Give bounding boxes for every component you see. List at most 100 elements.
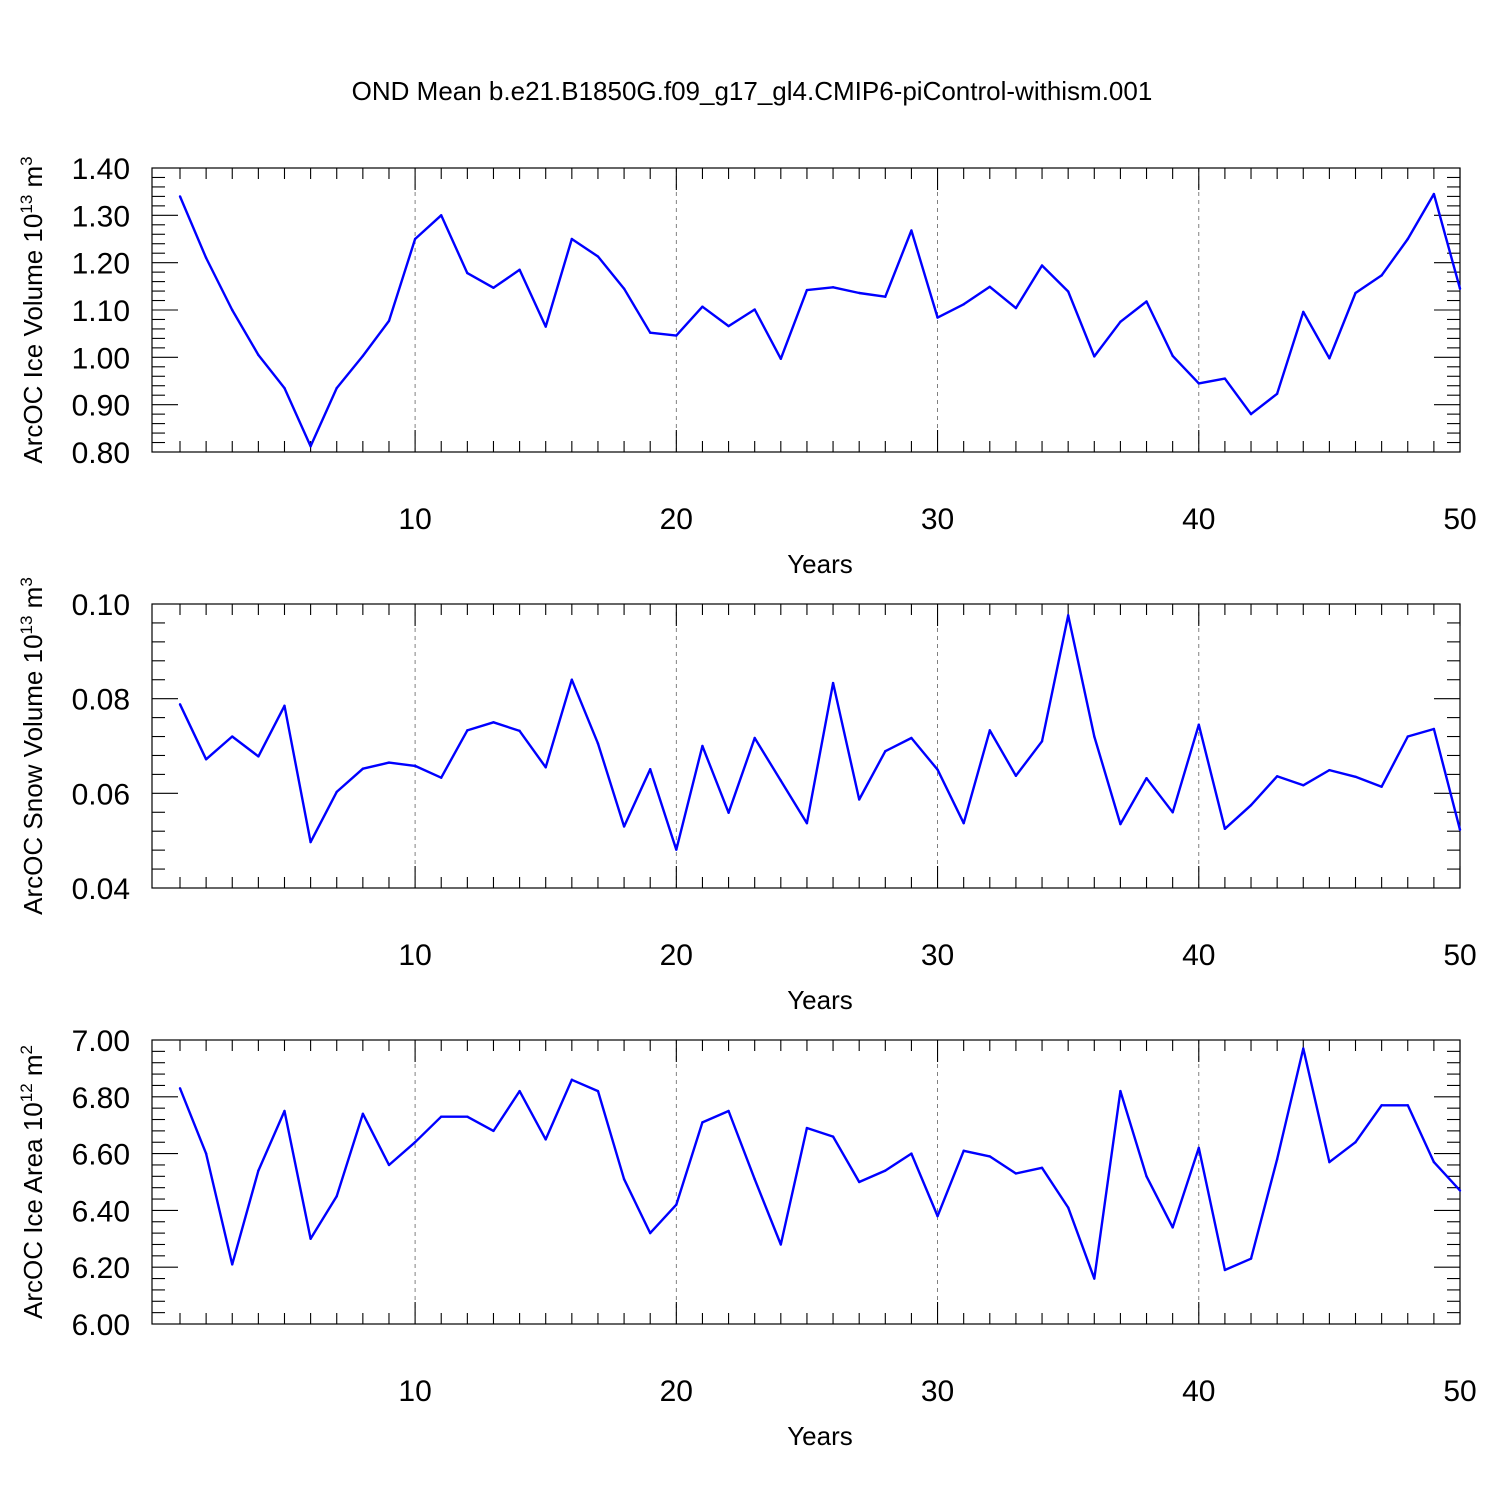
data-point [701,744,704,748]
data-point [335,386,338,390]
data-point [1171,354,1174,358]
data-point [622,287,626,290]
y-axis-label: ArcOC Ice Area 1012 m2 [17,1045,48,1319]
data-point [884,295,887,298]
data-point [805,821,809,825]
y-tick-label: 0.80 [72,437,130,470]
y-axis-label: ArcOC Snow Volume 1013 m3 [17,577,48,915]
x-axis-label: Years [787,549,853,579]
data-point [1145,776,1148,780]
data-point [1432,192,1436,196]
data-point [753,308,756,311]
data-point [753,1177,756,1181]
data-point [1145,1175,1148,1178]
data-point [1406,735,1409,738]
data-point [1066,614,1070,617]
data-point [1380,274,1383,277]
chart-title: OND Mean b.e21.B1850G.f09_g17_gl4.CMIP6-… [352,76,1153,106]
data-point [1328,357,1331,360]
data-point [1066,1206,1070,1209]
data-point [857,1180,861,1184]
data-point [727,811,730,814]
data-point [335,790,338,794]
data-point [257,1169,260,1172]
data-point [1197,723,1200,726]
data-point [622,825,626,828]
data-point [1249,803,1253,807]
data-point [884,1169,887,1172]
y-tick-label: 0.08 [72,684,130,717]
data-point [910,736,913,740]
series-line [178,192,1462,448]
x-tick-label: 50 [1443,1375,1476,1408]
data-point [857,291,861,295]
data-point [544,766,547,769]
data-point [1249,1257,1253,1260]
series-line [178,614,1462,851]
data-point [231,1263,234,1266]
data-point [309,1237,312,1241]
data-point [492,286,495,289]
y-tick-label: 0.10 [72,589,130,622]
data-point [988,1155,991,1158]
data-point [466,729,469,732]
data-point [1458,287,1462,290]
data-point [727,1109,730,1113]
data-point [1328,768,1331,772]
data-point [518,1089,521,1093]
y-tick-label: 6.40 [72,1195,130,1228]
data-point [1119,822,1122,826]
data-point [831,286,835,289]
data-point [1406,1104,1409,1107]
data-point [596,255,600,258]
series-line [178,1047,1461,1280]
data-point [1223,377,1227,380]
panel-3: 10 20 30 40 50 6.00 6.20 6.40 6.60 6.80 7.00 Years A… [17,1025,1477,1451]
data-point [1302,1047,1305,1050]
data-point [309,445,312,448]
data-point [622,1177,626,1181]
data-point [178,195,182,198]
data-point [884,750,887,753]
data-point [1040,740,1044,743]
y-tick-label: 0.04 [72,873,130,906]
data-point [1380,785,1383,788]
data-point [779,357,783,360]
data-point [178,1087,182,1090]
y-tick-label: 6.80 [72,1082,130,1115]
data-point [727,324,730,328]
y-tick-label: 1.10 [72,295,130,328]
data-point [387,761,391,764]
y-axis-label: ArcOC Ice Volume 1013 m3 [17,156,48,463]
data-point [440,214,443,217]
data-point [857,798,861,801]
x-axis-label: Years [787,985,853,1015]
x-tick-label: 30 [921,503,954,536]
data-point [649,1231,652,1235]
data-point [1119,1089,1122,1093]
data-point [518,729,521,733]
data-point [492,721,495,724]
panel-2: 10 20 30 40 50 0.04 0.06 0.08 0.10 Years ArcOC Sno… [17,577,1477,1015]
data-point [675,1203,678,1206]
data-point [231,735,234,738]
data-point [257,755,260,758]
data-point [1380,1104,1383,1107]
y-tick-label: 0.90 [72,390,130,423]
data-point [1458,828,1462,831]
y-tick-label: 1.00 [72,342,130,375]
y-tick-label: 6.20 [72,1252,130,1285]
data-point [1119,320,1122,324]
data-point [257,353,260,357]
data-point [1432,1160,1436,1164]
data-point [1354,775,1357,778]
data-point [753,736,756,740]
y-tick-label: 0.06 [72,778,130,811]
data-point [413,237,417,241]
x-tick-label: 10 [398,503,431,536]
data-point [1171,811,1174,814]
y-tick-label: 6.00 [72,1309,130,1342]
data-point [1014,774,1018,778]
data-point [701,305,704,308]
data-point [936,768,939,771]
